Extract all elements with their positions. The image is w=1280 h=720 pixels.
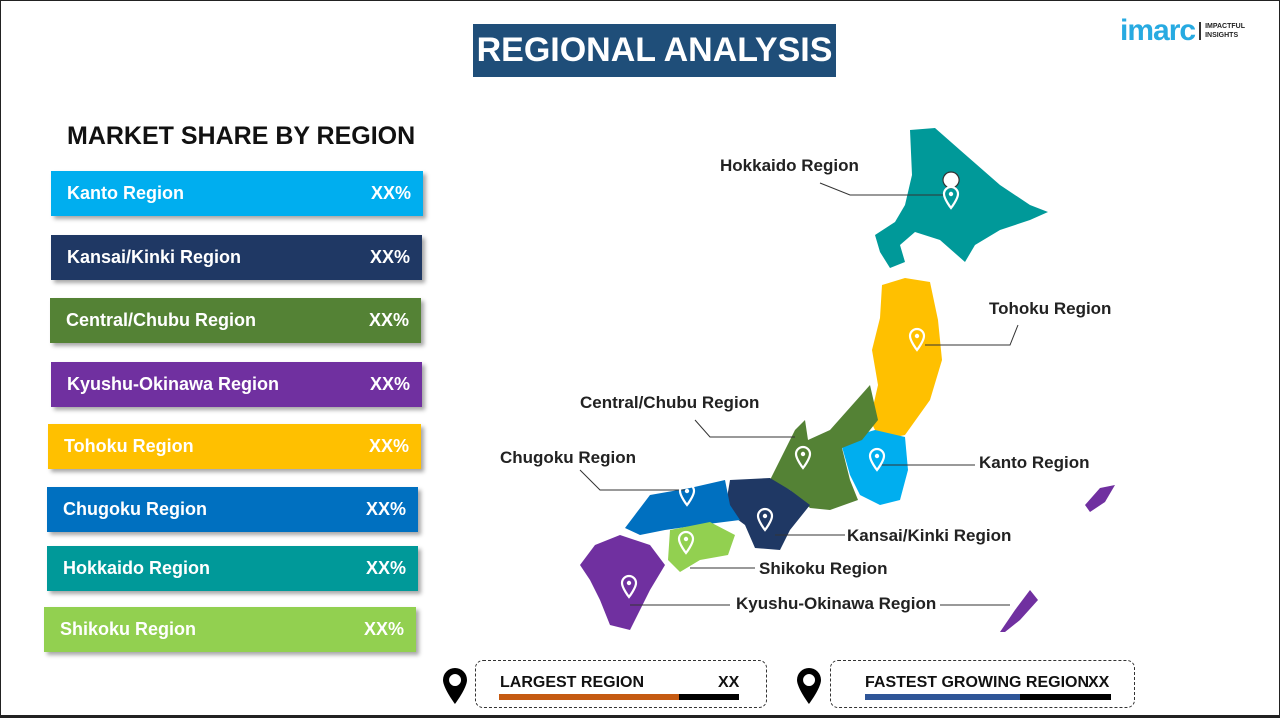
map-pin-icon — [677, 530, 695, 555]
imarc-logo: imarc IMPACTFUL INSIGHTS — [1120, 14, 1245, 48]
map-regions — [580, 128, 1115, 632]
pin-icon — [942, 171, 960, 189]
region-bar-label: Central/Chubu Region — [66, 310, 256, 330]
region-bar: Kansai/Kinki Region XX% — [51, 235, 422, 280]
map-pin-icon — [908, 327, 926, 352]
map-label-tohoku: Tohoku Region — [989, 299, 1112, 318]
region-bar-value: XX% — [369, 374, 410, 394]
map-label-chugoku: Chugoku Region — [500, 448, 636, 467]
region-bar-label: Kyushu-Okinawa Region — [67, 374, 280, 394]
region-shikoku — [668, 522, 735, 572]
largest-region-card: LARGEST REGION XX — [475, 660, 767, 708]
map-pin-icon — [756, 507, 774, 532]
map-label-kansai: Kansai/Kinki Region — [847, 526, 1012, 545]
region-bar-label: Kansai/Kinki Region — [67, 247, 242, 267]
region-bar-label: Hokkaido Region — [63, 558, 211, 578]
region-chugoku — [625, 480, 740, 535]
logo-brand: imarc — [1120, 14, 1196, 47]
region-bar-value: XX% — [369, 247, 410, 267]
region-bar: Kyushu-Okinawa Region XX% — [51, 362, 422, 407]
fastest-region-bar — [865, 694, 1111, 700]
map-label-shikoku: Shikoku Region — [759, 559, 888, 578]
map-pin-icon — [620, 574, 638, 599]
region-bar-value: XX% — [365, 499, 406, 519]
region-bar-value: XX% — [368, 310, 409, 330]
tagline-2: INSIGHTS — [1205, 32, 1239, 39]
map-pins — [942, 171, 960, 189]
region-bar: Tohoku Region XX% — [48, 424, 421, 469]
map-label-hokkaido: Hokkaido Region — [720, 156, 859, 175]
region-tohoku — [870, 278, 942, 440]
region-bar-value: XX% — [365, 558, 406, 578]
region-kansai — [725, 478, 810, 550]
region-okinawa — [1000, 485, 1115, 632]
region-bar-value: XX% — [370, 183, 411, 203]
region-bar-value: XX% — [368, 436, 409, 456]
region-bar-label: Kanto Region — [67, 183, 184, 203]
map-pin-icon — [1004, 564, 1022, 589]
fastest-region-label: FASTEST GROWING REGION — [865, 674, 1090, 691]
map-pin-icon — [678, 482, 696, 507]
largest-region-label: LARGEST REGION — [500, 674, 645, 691]
leader-lines — [579, 182, 1019, 606]
tagline-1: IMPACTFUL — [1205, 23, 1245, 30]
region-bar-label: Chugoku Region — [63, 499, 207, 519]
map-label-kyushu: Kyushu-Okinawa Region — [736, 594, 937, 613]
logo-tagline: IMPACTFUL INSIGHTS — [1199, 22, 1245, 40]
fastest-region-value: XX — [1088, 674, 1110, 691]
section-title: MARKET SHARE BY REGION — [67, 122, 416, 150]
map-pin-icon — [794, 445, 812, 470]
region-hokkaido — [875, 128, 1048, 268]
fastest-region-fill — [865, 694, 1020, 700]
region-bar: Shikoku Region XX% — [44, 607, 416, 652]
largest-region-value: XX — [718, 674, 740, 691]
region-bar: Kanto Region XX% — [51, 171, 423, 216]
location-pin-icon — [797, 668, 821, 704]
map-label-central: Central/Chubu Region — [580, 393, 760, 412]
region-bar: Chugoku Region XX% — [47, 487, 418, 532]
map-pin-icon — [868, 447, 886, 472]
region-bar: Hokkaido Region XX% — [47, 546, 418, 591]
region-bar-label: Shikoku Region — [60, 619, 197, 639]
region-bar-label: Tohoku Region — [64, 436, 194, 456]
page-title: REGIONAL ANALYSIS — [473, 24, 836, 77]
map-pin-icon — [942, 185, 960, 210]
largest-region-bar — [499, 694, 739, 700]
map-label-kanto: Kanto Region — [979, 453, 1090, 472]
largest-region-fill — [499, 694, 679, 700]
region-bar-value: XX% — [363, 619, 404, 639]
region-bar: Central/Chubu Region XX% — [50, 298, 421, 343]
location-pin-icon — [443, 668, 467, 704]
region-central — [770, 385, 878, 510]
fastest-region-card: FASTEST GROWING REGION XX — [830, 660, 1135, 708]
